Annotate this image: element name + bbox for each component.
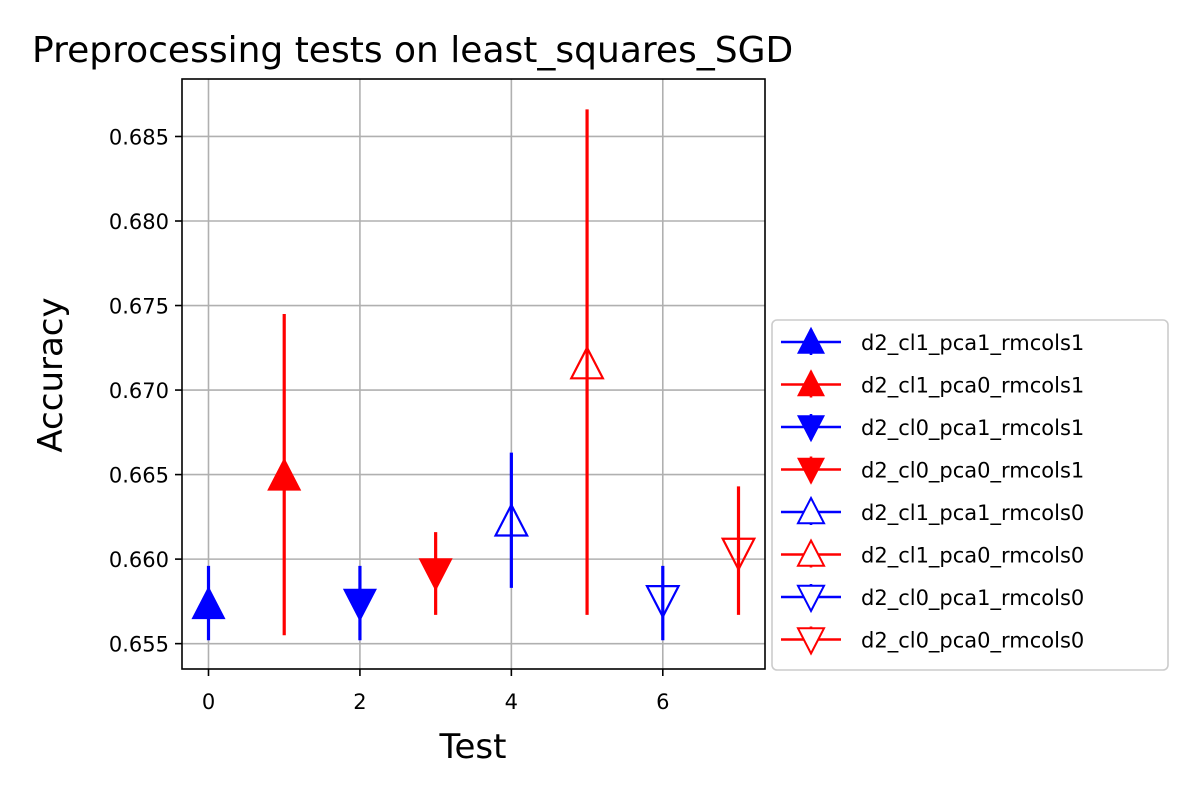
x-tick-label: 4 (505, 690, 518, 714)
y-axis-label: Accuracy (31, 297, 71, 452)
legend-label: d2_cl0_pca1_rmcols1 (861, 416, 1084, 441)
plot-frame (181, 78, 766, 670)
legend-label: d2_cl1_pca1_rmcols1 (861, 331, 1084, 356)
legend-entry-d2_cl0_pca0_rmcols0: d2_cl0_pca0_rmcols0 (781, 626, 1084, 656)
legend-entry-d2_cl1_pca1_rmcols0: d2_cl1_pca1_rmcols0 (781, 495, 1084, 526)
legend-entry-d2_cl0_pca1_rmcols0: d2_cl0_pca1_rmcols0 (781, 584, 1084, 614)
markers (191, 345, 757, 622)
legend-label: d2_cl1_pca0_rmcols0 (861, 544, 1084, 569)
x-ticks: 0 2 4 6 (202, 669, 669, 714)
legend-marker (796, 584, 826, 614)
legend-label: d2_cl1_pca0_rmcols1 (861, 374, 1084, 399)
legend-marker (796, 538, 826, 567)
legend-entry-d2_cl0_pca0_rmcols1: d2_cl0_pca0_rmcols1 (781, 456, 1084, 485)
y-tick-label: 0.665 (109, 464, 169, 488)
legend-label: d2_cl0_pca1_rmcols0 (861, 586, 1084, 611)
marker-d2_cl0_pca1_rmcols0 (645, 584, 681, 620)
marker-d2_cl1_pca1_rmcols1 (191, 586, 226, 620)
x-tick-label: 0 (202, 690, 215, 714)
chart-title: Preprocessing tests on least_squares_SGD (32, 30, 793, 71)
marker-d2_cl0_pca1_rmcols1 (342, 588, 377, 622)
legend-entry-d2_cl1_pca0_rmcols1: d2_cl1_pca0_rmcols1 (781, 369, 1084, 399)
legend-marker (796, 415, 826, 443)
legend-entry-d2_cl1_pca0_rmcols0: d2_cl1_pca0_rmcols0 (781, 538, 1084, 569)
legend-label: d2_cl1_pca1_rmcols0 (861, 501, 1084, 526)
legend-marker (796, 495, 826, 525)
marker-d2_cl0_pca0_rmcols1 (418, 558, 453, 592)
grid (182, 79, 765, 669)
legend-box (771, 319, 1169, 671)
y-tick-label: 0.660 (109, 548, 169, 572)
marker-d2_cl1_pca1_rmcols0 (493, 502, 529, 537)
y-tick-label: 0.670 (109, 379, 169, 403)
x-axis-label: Test (439, 727, 507, 767)
x-tick-label: 2 (353, 690, 366, 714)
legend-label: d2_cl0_pca0_rmcols1 (861, 459, 1084, 484)
y-tick-label: 0.655 (109, 633, 169, 657)
legend-marker (796, 627, 826, 656)
legend: d2_cl1_pca1_rmcols1 d2_cl1_pca0_rmcols1 d2… (771, 319, 1169, 671)
x-tick-label: 6 (656, 690, 669, 714)
y-tick-label: 0.680 (109, 210, 169, 234)
legend-entry-d2_cl1_pca1_rmcols1: d2_cl1_pca1_rmcols1 (781, 326, 1084, 356)
legend-label: d2_cl0_pca0_rmcols0 (861, 629, 1084, 654)
marker-d2_cl0_pca0_rmcols0 (720, 537, 757, 572)
y-ticks: 0.655 0.660 0.665 0.670 0.675 0.680 0.685 (109, 125, 182, 657)
marker-d2_cl1_pca0_rmcols1 (267, 457, 302, 491)
legend-marker (796, 326, 826, 354)
legend-marker (796, 457, 826, 485)
legend-entry-d2_cl0_pca1_rmcols1: d2_cl0_pca1_rmcols1 (781, 414, 1084, 443)
legend-marker (796, 369, 826, 397)
y-tick-label: 0.685 (109, 125, 169, 149)
y-tick-label: 0.675 (109, 295, 169, 319)
marker-d2_cl1_pca0_rmcols0 (569, 345, 605, 380)
